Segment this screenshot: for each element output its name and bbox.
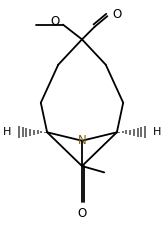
Text: H: H	[3, 127, 11, 137]
Text: O: O	[112, 8, 121, 20]
Text: N: N	[78, 134, 86, 147]
Text: H: H	[153, 127, 161, 137]
Text: O: O	[51, 15, 60, 28]
Text: O: O	[77, 207, 87, 220]
